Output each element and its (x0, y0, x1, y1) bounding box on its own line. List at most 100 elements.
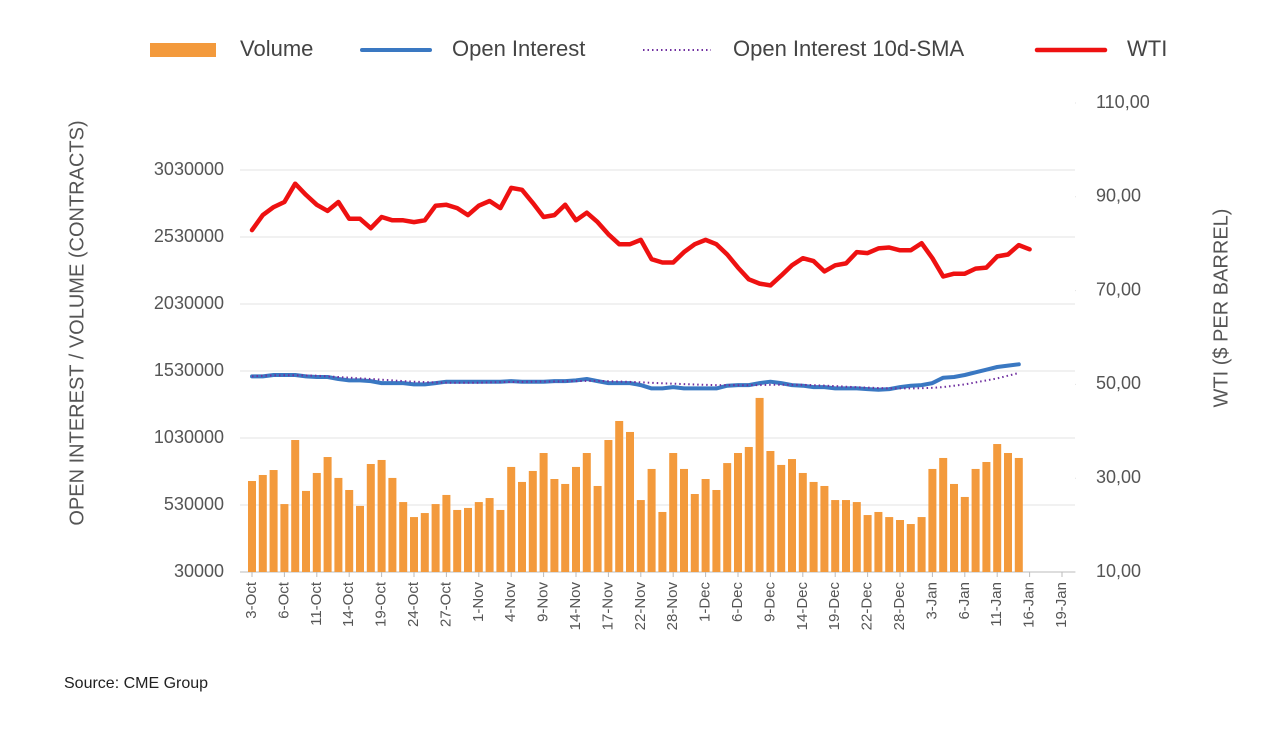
legend-label: Open Interest (452, 36, 585, 61)
x-tick-label: 3-Oct (243, 581, 260, 619)
volume-bar (615, 420, 624, 572)
y2-tick-label: 90,00 (1096, 186, 1141, 206)
volume-bar (528, 470, 537, 572)
legend-swatch (150, 43, 216, 57)
volume-bar (345, 489, 354, 572)
legend-label: WTI (1127, 36, 1167, 61)
x-tick-label: 16-Jan (1021, 582, 1038, 628)
volume-bar (906, 524, 915, 572)
volume-bar (842, 500, 850, 572)
volume-bar (474, 502, 483, 572)
x-tick-label: 1-Dec (697, 582, 714, 623)
volume-bar (550, 479, 559, 572)
volume-bar (690, 494, 699, 572)
x-tick-label: 3-Jan (923, 582, 940, 620)
source-note: Source: CME Group (64, 675, 208, 692)
x-tick-label: 14-Dec (794, 582, 811, 631)
x-tick-label: 19-Oct (373, 581, 390, 627)
volume-bar (377, 459, 386, 572)
volume-bar (496, 509, 505, 572)
volume-bar (518, 481, 526, 572)
volume-bar (658, 511, 667, 572)
volume-bar (669, 453, 678, 572)
x-tick-label: 24-Oct (405, 581, 422, 627)
volume-bar (561, 483, 570, 572)
volume-bar (485, 498, 494, 572)
x-tick-label: 4-Nov (502, 582, 519, 623)
volume-bar (604, 440, 613, 572)
series-line (249, 181, 1032, 288)
series-line (250, 362, 1021, 392)
volume-bar (852, 502, 861, 572)
series-line (251, 372, 1020, 390)
y2-axis-title: WTI ($ PER BARREL) (1210, 209, 1232, 408)
volume-bar (1004, 453, 1012, 572)
volume-bar (701, 479, 710, 572)
volume-bar (874, 511, 883, 572)
y-tick-label: 530000 (164, 494, 224, 514)
y2-tick-label: 110,00 (1096, 92, 1150, 112)
volume-bar (420, 513, 429, 572)
volume-bar (744, 446, 753, 572)
x-tick-label: 22-Dec (859, 582, 876, 631)
volume-bar (626, 431, 634, 572)
y2-tick-label: 30,00 (1096, 467, 1141, 487)
volume-bar (593, 485, 602, 572)
volume-bar (636, 500, 645, 572)
volume-bar (939, 457, 948, 572)
volume-bar (302, 490, 310, 572)
volume-bar (269, 470, 278, 572)
volume-bar (431, 504, 440, 572)
x-tick-label: 9-Dec (761, 582, 778, 623)
x-tick-label: 19-Jan (1053, 582, 1070, 628)
volume-bar (312, 472, 321, 572)
volume-bar (788, 459, 796, 572)
volume-bar (582, 453, 591, 572)
volume-bar (280, 504, 289, 572)
volume-bar (885, 517, 894, 572)
volume-bar (917, 517, 926, 572)
volume-bar (831, 500, 840, 572)
x-tick-label: 14-Nov (567, 582, 584, 631)
x-tick-label: 14-Oct (340, 581, 357, 627)
y-tick-label: 1030000 (154, 427, 224, 447)
x-tick-label: 17-Nov (599, 582, 616, 631)
volume-bar (291, 440, 300, 572)
y-tick-label: 2530000 (154, 226, 224, 246)
volume-bar (777, 464, 786, 572)
y-tick-label: 1530000 (154, 360, 224, 380)
x-tick-label: 9-Nov (535, 582, 552, 623)
volume-bar (896, 520, 904, 572)
legend-label: Volume (240, 36, 313, 61)
volume-bar (388, 477, 397, 572)
volume-bar (647, 468, 656, 572)
volume-bar (982, 461, 991, 572)
volume-bar (323, 457, 332, 572)
legend-label: Open Interest 10d-SMA (733, 36, 964, 61)
y-axis-title: OPEN INTEREST / VOLUME (CONTRACTS) (66, 120, 88, 525)
volume-bar (734, 453, 742, 572)
volume-bar (410, 517, 418, 572)
y2-tick-label: 70,00 (1096, 279, 1141, 299)
x-tick-label: 6-Oct (275, 581, 292, 619)
volume-bar (809, 481, 818, 572)
volume-bar (464, 507, 472, 572)
volume-bar (928, 468, 937, 572)
volume-bar (993, 444, 1002, 572)
volume-bar (712, 489, 721, 572)
volume-bar (442, 494, 451, 572)
volume-bar (356, 505, 364, 572)
x-tick-label: 6-Dec (729, 582, 746, 623)
volume-bar (507, 466, 516, 572)
volume-bar (798, 472, 807, 572)
volume-bar (971, 468, 980, 572)
x-tick-label: 11-Jan (988, 582, 1005, 627)
volume-bar (258, 474, 267, 572)
volume-bar (680, 468, 688, 572)
x-tick-label: 11-Oct (308, 581, 325, 626)
y2-tick-label: 50,00 (1096, 373, 1141, 393)
x-tick-label: 19-Dec (826, 582, 843, 631)
volume-bar (863, 515, 872, 572)
y-tick-label: 2030000 (154, 293, 224, 313)
volume-bar (960, 496, 969, 572)
